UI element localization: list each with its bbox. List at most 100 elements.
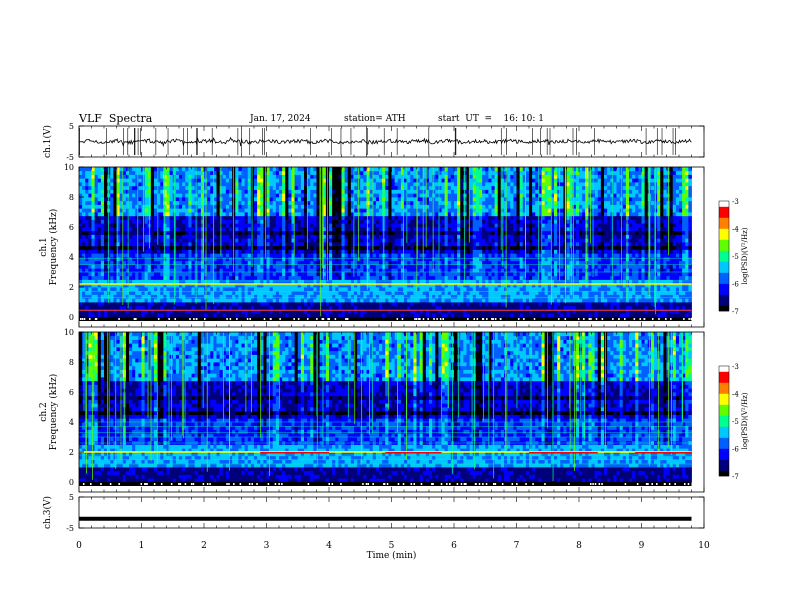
- spectrogram-cell: [197, 272, 202, 277]
- spectrogram-cell: [425, 253, 430, 258]
- spectrogram-cell: [200, 215, 205, 220]
- spectrogram-cell: [416, 174, 421, 179]
- station-label: station= ATH: [344, 114, 406, 124]
- spectrogram-cell: [213, 279, 217, 284]
- spectrogram-cell: [285, 309, 289, 314]
- spectrogram-cell: [294, 234, 299, 239]
- spectrogram-cell: [369, 197, 374, 202]
- spectrogram-cell: [154, 234, 158, 239]
- spectrogram-cell: [166, 313, 171, 318]
- spectrogram-cell: [272, 275, 277, 280]
- spectrogram-cell: [160, 197, 164, 202]
- spectrogram-cell: [369, 230, 374, 235]
- spectrogram-cell: [210, 185, 214, 190]
- spectrogram-cell: [129, 264, 133, 269]
- spectrogram-cell: [147, 249, 152, 254]
- spectrogram-cell: [116, 234, 121, 239]
- spectrogram-cell: [385, 200, 389, 205]
- spectrogram-cell: [410, 309, 414, 314]
- spectrogram-cell: [313, 275, 317, 280]
- spectrogram-cell: [191, 290, 196, 295]
- spectrogram-cell: [157, 253, 161, 258]
- spectrogram-cell: [275, 302, 280, 307]
- spectrogram-cell: [254, 275, 258, 280]
- spectrogram-cell: [413, 182, 417, 187]
- spectrogram-cell: [160, 185, 164, 190]
- spectrogram-cell: [413, 185, 417, 190]
- spectrogram-cell: [238, 219, 242, 224]
- spectrogram-cell: [422, 212, 427, 217]
- spectrogram-cell: [360, 189, 364, 194]
- spectrogram-cell: [388, 272, 392, 277]
- spectrogram-cell: [279, 204, 283, 209]
- spectrogram-cell: [385, 290, 389, 295]
- spectrogram-cell: [310, 189, 314, 194]
- spectrogram-cell: [416, 272, 421, 277]
- spectrogram-cell: [307, 227, 311, 232]
- spectrogram-cell: [213, 227, 217, 232]
- spectrogram-cell: [116, 200, 121, 205]
- spectrogram-cell: [294, 313, 299, 318]
- spectrogram-cell: [150, 174, 155, 179]
- spectrogram-cell: [241, 260, 246, 265]
- spectrogram-cell: [85, 215, 89, 220]
- spectrogram-cell: [207, 215, 211, 220]
- spectrogram-cell: [344, 294, 349, 299]
- spectrogram-cell: [407, 294, 411, 299]
- spectrogram-cell: [266, 309, 271, 314]
- spectrogram-cell: [307, 313, 311, 318]
- spectrogram-cell: [154, 167, 158, 172]
- spectrogram-cell: [369, 174, 374, 179]
- spectrogram-cell: [104, 227, 108, 232]
- spectrogram-cell: [229, 253, 233, 258]
- spectrogram-cell: [322, 302, 327, 307]
- spectrogram-cell: [125, 178, 130, 183]
- spectrogram-cell: [454, 268, 458, 273]
- spectrogram-cell: [372, 178, 377, 183]
- spectrogram-cell: [207, 309, 211, 314]
- spectrogram-cell: [366, 230, 371, 235]
- spectrogram-cell: [157, 212, 161, 217]
- spectrogram-cell: [238, 200, 242, 205]
- spectrogram-cell: [132, 215, 136, 220]
- spectrogram-cell: [413, 200, 417, 205]
- spectrogram-cell: [375, 230, 380, 235]
- spectrogram-cell: [207, 197, 211, 202]
- spectrogram-cell: [404, 219, 408, 224]
- spectrogram-cell: [88, 182, 92, 187]
- spectrogram-cell: [185, 185, 189, 190]
- spectrogram-cell: [125, 215, 130, 220]
- spectrogram-cell: [197, 245, 202, 250]
- spectrogram-cell: [322, 197, 327, 202]
- spectrogram-cell: [410, 208, 414, 213]
- spectrogram-cell: [125, 302, 130, 307]
- spectrogram-cell: [335, 167, 339, 172]
- spectrogram-cell: [366, 279, 371, 284]
- spectrogram-cell: [294, 257, 299, 262]
- spectrogram-cell: [304, 238, 308, 243]
- spectrogram-cell: [332, 290, 336, 295]
- spectrogram-cell: [282, 219, 286, 224]
- spectrogram-cell: [454, 230, 458, 235]
- spectrogram-cell: [422, 279, 427, 284]
- spectrogram-cell: [404, 272, 408, 277]
- spectrogram-cell: [82, 268, 86, 273]
- spectrogram-cell: [138, 234, 142, 239]
- spectrogram-cell: [360, 257, 364, 262]
- spectrogram-cell: [157, 245, 161, 250]
- spectrogram-cell: [191, 193, 196, 198]
- spectrogram-cell: [175, 313, 180, 318]
- spectrogram-cell: [350, 313, 355, 318]
- spectrogram-cell: [313, 193, 317, 198]
- spectrogram-cell: [447, 272, 452, 277]
- spectrogram-cell: [285, 257, 289, 262]
- spectrogram-cell: [100, 238, 105, 243]
- spectrogram-cell: [319, 249, 324, 254]
- spectrogram-cell: [329, 215, 333, 220]
- spectrogram-cell: [94, 189, 99, 194]
- spectrogram-cell: [322, 264, 327, 269]
- spectrogram-cell: [282, 287, 286, 292]
- spectrogram-cell: [169, 272, 174, 277]
- spectrogram-cell: [316, 309, 321, 314]
